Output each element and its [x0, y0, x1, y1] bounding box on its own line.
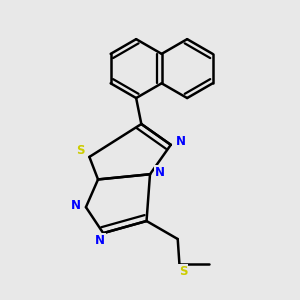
- Text: S: S: [179, 265, 187, 278]
- Text: N: N: [70, 199, 80, 212]
- Text: N: N: [155, 166, 165, 179]
- Text: N: N: [95, 234, 105, 247]
- Text: N: N: [176, 135, 185, 148]
- Text: S: S: [76, 144, 85, 157]
